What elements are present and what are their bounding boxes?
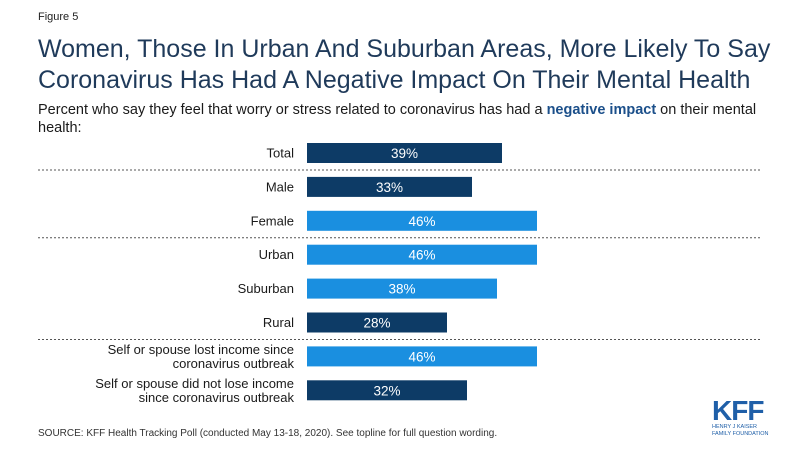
chart-subtitle: Percent who say they feel that worry or …: [38, 101, 778, 137]
chart-title: Women, Those In Urban And Suburban Areas…: [38, 35, 771, 94]
value-label-3: 46%: [408, 248, 435, 263]
value-label-0: 39%: [391, 146, 418, 161]
value-label-7: 32%: [373, 383, 400, 398]
value-label-5: 28%: [363, 316, 390, 331]
value-label-6: 46%: [408, 349, 435, 364]
logo-subline-2: FAMILY FOUNDATION: [712, 430, 769, 437]
category-label-0: Total: [267, 146, 295, 161]
category-label-2: Female: [251, 213, 294, 228]
subtitle-text-end: on their mental health:: [38, 102, 757, 136]
bar-5: [307, 312, 447, 333]
category-label-7: Self or spouse did not lose income since …: [95, 376, 294, 405]
logo-subline-1: HENRY J KAISER: [712, 424, 758, 430]
value-label-4: 38%: [388, 282, 415, 297]
category-label-5: Rural: [263, 315, 294, 330]
value-label-2: 46%: [408, 214, 435, 229]
category-label-3: Urban: [259, 247, 294, 262]
bar-6: [307, 346, 537, 367]
bar-2: [307, 210, 537, 231]
category-label-1: Male: [266, 179, 294, 194]
bar-7: [307, 380, 467, 401]
category-label-4: Suburban: [238, 281, 294, 296]
logo-mark: KFF: [712, 395, 764, 426]
figure-label: Figure 5: [38, 11, 79, 23]
subtitle-emphasis: negative impact: [546, 102, 657, 118]
source-note: SOURCE: KFF Health Tracking Poll (conduc…: [38, 428, 498, 439]
bar-1: [307, 176, 472, 197]
kff-logo: KFF HENRY J KAISER FAMILY FOUNDATION: [712, 395, 774, 437]
bar-3: [307, 244, 537, 265]
bar-4: [307, 278, 497, 299]
bar-0: [307, 143, 502, 163]
value-label-1: 33%: [376, 180, 403, 195]
category-label-6: Self or spouse lost income since coronavi…: [108, 342, 295, 371]
subtitle-text: Percent who say they feel that worry or …: [38, 102, 547, 118]
